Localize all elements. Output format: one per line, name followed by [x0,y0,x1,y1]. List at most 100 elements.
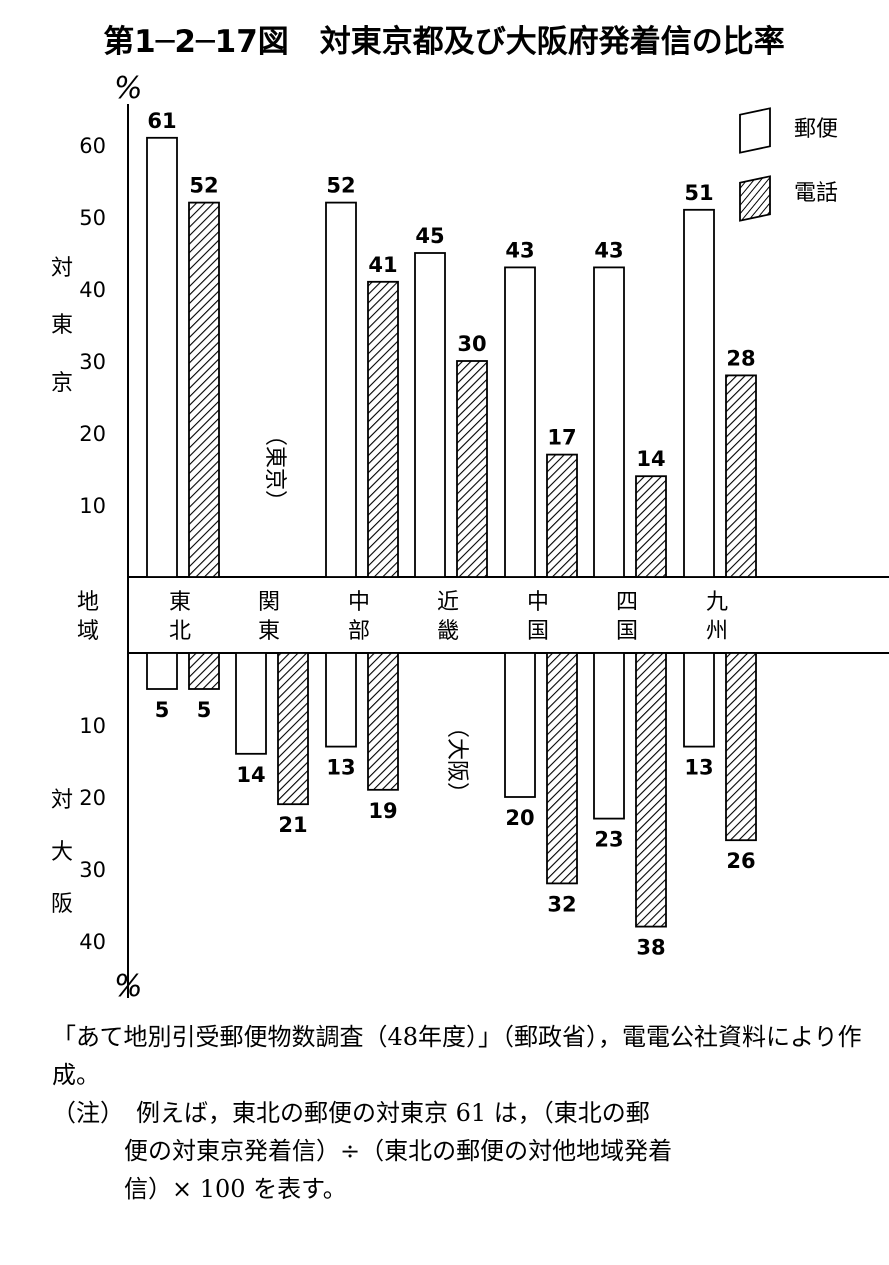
lower-tick-40: 40 [79,930,106,954]
category-label-2-0: 中 [348,590,370,615]
legend-phone-label: 電話 [794,181,838,206]
upper-axis-label-3: 京 [51,371,73,396]
lower-axis-label-1: 対 [51,788,73,813]
value-label-phone-osaka-5: 38 [636,936,665,960]
value-label-mail-osaka-2: 13 [326,756,355,780]
bar-mail-osaka-4 [504,652,536,798]
value-label-mail-tokyo-6: 51 [684,181,713,205]
upper-axis-label-2: 東 [51,313,73,338]
category-label-3-1: 畿 [437,619,459,644]
note-line-1: （注） 例えば，東北の郵便の対東京 61 は，（東北の郵 [52,1094,872,1132]
bar-phone-osaka-6 [725,652,757,842]
lower-tick-10: 10 [79,714,106,738]
upper-tick-40: 40 [79,278,106,302]
value-label-mail-osaka-5: 23 [594,828,623,852]
legend-phone-swatch [739,175,771,222]
category-label-2-1: 部 [348,619,370,644]
note-line-3: 信）× 100 を表す。 [124,1175,347,1203]
osaka-note: （大阪） [444,716,469,804]
value-label-phone-osaka-2: 19 [368,799,397,823]
value-label-phone-tokyo-6: 28 [726,346,755,370]
region-header-2: 域 [77,619,99,644]
value-label-mail-osaka-6: 13 [684,756,713,780]
osaka-note-text: （大阪） [444,716,469,804]
upper-tick-labels: 10 20 30 40 50 60 [79,134,106,518]
bar-mail-tokyo-3 [414,252,446,578]
bar-mail-osaka-0 [146,652,178,690]
bar-mail-tokyo-0 [146,136,178,578]
value-label-phone-tokyo-2: 41 [368,253,397,277]
value-label-phone-tokyo-4: 17 [547,426,576,450]
category-label-5-0: 四 [616,590,638,615]
value-label-phone-tokyo-5: 14 [636,447,665,471]
value-labels: 61 5 14 52 13 45 43 20 43 23 51 13 52 5 21 41 19 30 17 32 14… [147,109,755,960]
bar-phone-osaka-4 [546,652,578,885]
upper-tick-20: 20 [79,422,106,446]
chart: 第1─2─17図 対東京都及び大阪府発着信の比率 % % 10203040506… [51,24,889,1004]
legend-mail-swatch [739,107,771,154]
value-label-phone-osaka-1: 21 [278,813,307,837]
value-label-mail-osaka-1: 14 [236,763,265,787]
value-label-mail-tokyo-5: 43 [594,238,623,262]
tokyo-note: （東京） [262,424,287,512]
value-label-mail-tokyo-2: 52 [326,174,355,198]
note-label: （注） [52,1099,112,1127]
category-label-4-1: 国 [527,619,549,644]
bar-mail-tokyo-4 [504,266,536,578]
value-label-phone-tokyo-3: 30 [457,332,486,356]
legend: 郵便 電話 [739,107,838,222]
value-label-mail-osaka-4: 20 [505,806,534,830]
tokyo-note-text: （東京） [262,424,287,512]
category-label-0-0: 東 [169,590,191,615]
bar-phone-tokyo-2 [367,280,399,578]
bar-phone-osaka-1 [277,652,309,806]
bar-phone-osaka-5 [635,652,667,928]
value-label-mail-tokyo-4: 43 [505,238,534,262]
upper-tick-30: 30 [79,350,106,374]
bar-mail-tokyo-2 [325,201,357,578]
source-block: 「あて地別引受郵便物数調査（48年度）」（郵政省），電電公社資料により作成。 （… [52,1018,872,1208]
value-label-phone-osaka-0: 5 [197,698,212,722]
category-label-1-1: 東 [258,619,280,644]
category-label-4-0: 中 [527,590,549,615]
lower-tick-labels: 10 20 30 40 [79,714,106,954]
chart-title: 第1─2─17図 対東京都及び大阪府発着信の比率 [103,24,785,60]
bar-mail-osaka-5 [593,652,625,820]
bars [146,136,757,928]
upper-tick-60: 60 [79,134,106,158]
lower-tick-30: 30 [79,858,106,882]
note-text-1: 例えば，東北の郵便の対東京 61 は，（東北の郵 [136,1099,650,1127]
lower-axis-label-2: 大 [51,840,73,865]
category-label-0-1: 北 [169,619,191,644]
bar-mail-osaka-1 [235,652,267,755]
bar-phone-osaka-2 [367,652,399,791]
value-label-mail-tokyo-0: 61 [147,109,176,133]
bar-phone-tokyo-4 [546,453,578,578]
bar-phone-osaka-0 [188,652,220,690]
unit-top: % [114,71,143,106]
bar-phone-tokyo-6 [725,374,757,578]
value-label-mail-tokyo-3: 45 [415,224,444,248]
category-label-5-1: 国 [616,619,638,644]
bar-phone-tokyo-3 [456,360,488,578]
category-label-6-1: 州 [706,619,728,644]
value-label-phone-tokyo-0: 52 [189,174,218,198]
source-text: 「あて地別引受郵便物数調査（48年度）」（郵政省），電電公社資料により作成。 [52,1023,862,1089]
category-label-6-0: 九 [706,590,728,615]
bar-mail-osaka-2 [325,652,357,748]
legend-mail-label: 郵便 [794,117,838,142]
bar-mail-tokyo-6 [683,208,715,578]
lower-axis-label-3: 阪 [51,892,73,917]
value-label-mail-osaka-0: 5 [155,698,170,722]
category-label-1-0: 関 [258,590,280,615]
note-line-2: 便の対東京発着信）÷（東北の郵便の対他地域発着 [124,1137,673,1165]
value-label-phone-osaka-4: 32 [547,892,576,916]
category-label-3-0: 近 [437,590,459,615]
bar-mail-tokyo-5 [593,266,625,578]
upper-axis-label-1: 対 [51,256,73,281]
value-label-phone-osaka-6: 26 [726,849,755,873]
bar-phone-tokyo-0 [188,201,220,578]
bar-mail-osaka-6 [683,652,715,748]
bar-phone-tokyo-5 [635,475,667,578]
